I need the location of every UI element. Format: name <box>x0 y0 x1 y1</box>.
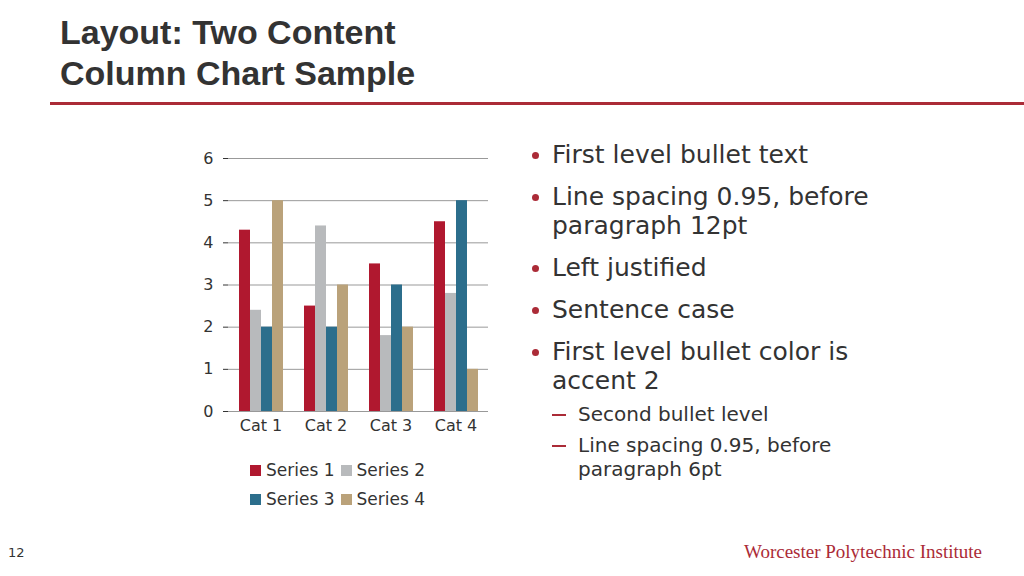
html-text:Series 4: Series 4 <box>356 489 425 509</box>
html-text:Worcester Polytechnic Institut: Worcester Polytechnic Institute <box>744 541 982 562</box>
html-text:Line spacing 0.95, before para: Line spacing 0.95, before paragraph 6pt <box>578 433 832 481</box>
svg-text:4: 4 <box>203 233 213 252</box>
html-text:Series 2: Series 2 <box>356 460 425 480</box>
html-text:First level bullet color is ac: First level bullet color is accent 2 <box>552 337 849 395</box>
svg-text:Cat 1: Cat 1 <box>240 416 283 435</box>
svg-text:0: 0 <box>203 402 213 421</box>
html-text:Series 3: Series 3 <box>266 489 335 509</box>
svg-text:Cat 4: Cat 4 <box>435 416 478 435</box>
svg-text:5: 5 <box>203 191 213 210</box>
svg-text:1: 1 <box>203 359 213 378</box>
html-text:Series 1: Series 1 <box>266 460 335 480</box>
svg-text:6: 6 <box>203 149 213 168</box>
html-text:12: 12 <box>8 545 25 560</box>
html-text:Second bullet level: Second bullet level <box>578 402 769 426</box>
html-text:First level bullet text: First level bullet text <box>552 140 808 169</box>
html-text:Layout: Two Content: Layout: Two Content <box>60 13 396 51</box>
svg-text:Cat 3: Cat 3 <box>370 416 413 435</box>
svg-text:Cat 2: Cat 2 <box>305 416 348 435</box>
html-text:Line spacing 0.95, before para: Line spacing 0.95, before paragraph 12pt <box>552 182 869 240</box>
html-text:Sentence case: Sentence case <box>552 295 735 324</box>
html-text:Column Chart Sample: Column Chart Sample <box>60 54 416 92</box>
html-text:Left justified: Left justified <box>552 253 707 282</box>
svg-text:3: 3 <box>203 275 213 294</box>
svg-text:2: 2 <box>203 317 213 336</box>
